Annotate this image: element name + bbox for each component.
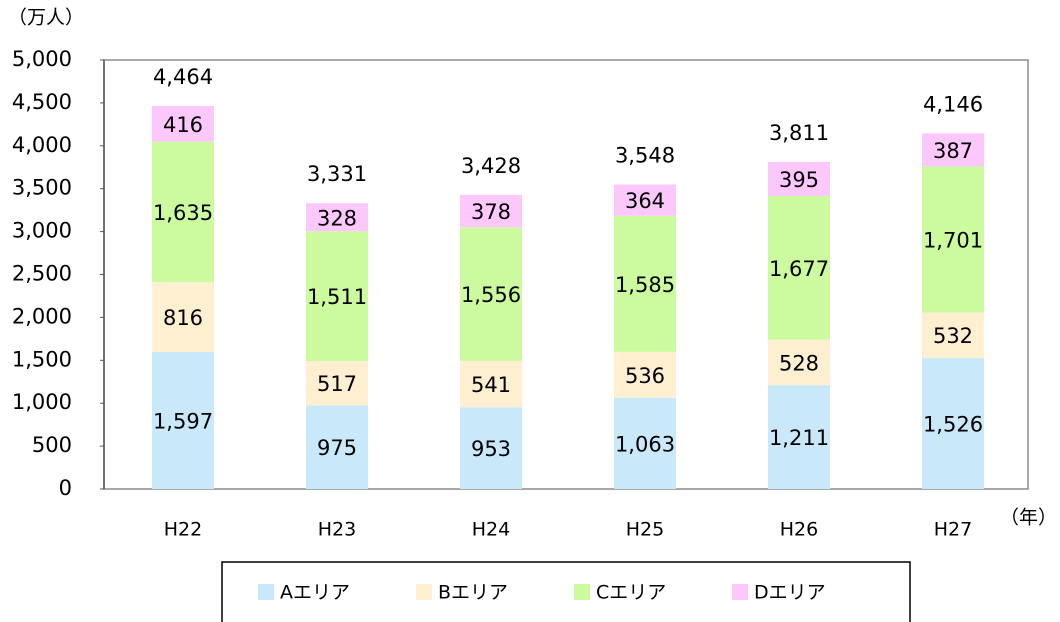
bar-segment: [922, 166, 984, 313]
value-label: 953: [471, 437, 511, 461]
bar-segment: [922, 312, 984, 359]
value-label: 1,585: [615, 273, 675, 297]
bar-segment: [306, 203, 368, 232]
bar-segment: [614, 215, 676, 352]
value-label: 1,635: [153, 201, 213, 225]
legend-swatch: [416, 584, 432, 600]
bar-segment: [768, 339, 830, 386]
x-tick-label: H23: [318, 519, 356, 541]
total-label: 3,548: [615, 144, 675, 168]
x-tick-label: H26: [780, 519, 818, 541]
bar-segment: [460, 407, 522, 489]
legend-label: Aエリア: [280, 582, 350, 604]
bar-segment: [614, 351, 676, 398]
x-tick-label: H25: [626, 519, 664, 541]
total-label: 4,464: [153, 65, 213, 89]
value-label: 1,526: [923, 413, 983, 437]
legend-label: Dエリア: [754, 582, 826, 604]
y-tick-label: 1,500: [12, 347, 72, 371]
value-label: 378: [471, 200, 511, 224]
value-label: 536: [625, 364, 665, 388]
y-tick-label: 4,500: [12, 90, 72, 114]
y-tick-label: 3,500: [12, 176, 72, 200]
bar-segment: [152, 141, 214, 282]
y-tick-label: 4,000: [12, 133, 72, 157]
value-label: 532: [933, 324, 973, 348]
bar-segment: [768, 195, 830, 340]
y-tick-label: 3,000: [12, 219, 72, 243]
legend-swatch: [258, 584, 274, 600]
x-unit: （年）: [1000, 507, 1057, 529]
total-label: 4,146: [923, 92, 983, 116]
bar-segment: [152, 351, 214, 489]
value-label: 1,556: [461, 283, 521, 307]
total-label: 3,331: [307, 162, 367, 186]
plot-frame: [103, 59, 1029, 490]
bar-segment: [306, 360, 368, 406]
y-tick-label: 1,000: [12, 390, 72, 414]
bar-segment: [922, 358, 984, 489]
legend-swatch: [574, 584, 590, 600]
value-label: 816: [163, 306, 203, 330]
legend-label: Bエリア: [438, 582, 508, 604]
value-label: 1,211: [769, 426, 829, 450]
y-tick-label: 0: [59, 476, 72, 500]
value-label: 328: [317, 206, 357, 230]
value-label: 528: [779, 351, 819, 375]
bar-segment: [306, 231, 368, 361]
y-tick-label: 500: [32, 433, 72, 457]
total-label: 3,811: [769, 121, 829, 145]
bar-segment: [614, 184, 676, 216]
value-label: 517: [317, 372, 357, 396]
value-label: 975: [317, 436, 357, 460]
value-label: 541: [471, 373, 511, 397]
bar-segment: [460, 194, 522, 228]
legend-label: Cエリア: [596, 582, 666, 604]
bar-segment: [152, 105, 214, 142]
value-label: 416: [163, 113, 203, 137]
y-tick-label: 5,000: [12, 47, 72, 71]
value-label: 1,677: [769, 257, 829, 281]
bar-segment: [152, 281, 214, 352]
value-label: 395: [779, 168, 819, 192]
legend-swatch: [732, 584, 748, 600]
total-label: 3,428: [461, 154, 521, 178]
y-tick-label: 2,000: [12, 304, 72, 328]
y-tick-label: 2,500: [12, 262, 72, 286]
bar-segment: [922, 133, 984, 167]
value-label: 387: [933, 139, 973, 163]
value-label: 1,597: [153, 409, 213, 433]
y-unit: （万人）: [8, 7, 84, 29]
legend: [221, 561, 911, 622]
value-label: 364: [625, 189, 665, 213]
value-label: 1,063: [615, 432, 675, 456]
value-label: 1,511: [307, 285, 367, 309]
x-tick-label: H22: [164, 519, 202, 541]
value-label: 1,701: [923, 228, 983, 252]
bar-segment: [306, 405, 368, 489]
bar-segment: [460, 360, 522, 408]
x-tick-label: H27: [934, 519, 972, 541]
bar-segment: [768, 162, 830, 196]
bar-segment: [614, 397, 676, 489]
x-tick-label: H24: [472, 519, 510, 541]
bar-segment: [460, 227, 522, 361]
bar-segment: [768, 385, 830, 489]
